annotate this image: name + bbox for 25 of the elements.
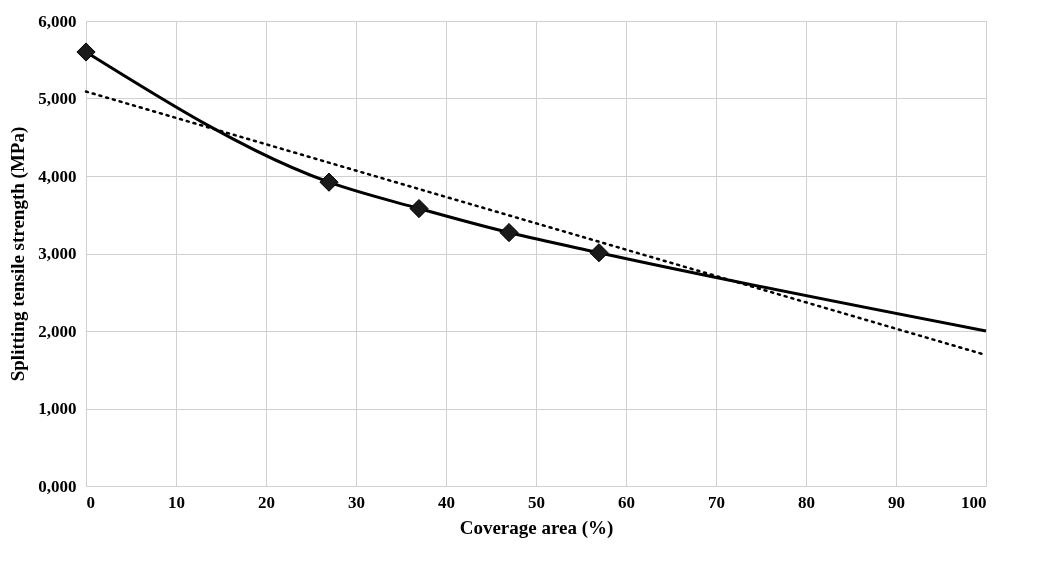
x-tick-label: 20 [258,492,275,512]
x-axis-title: Coverage area (%) [459,516,614,539]
point [499,222,519,243]
x-tick-label: 30 [348,492,365,512]
y-tick-label: 4,000 [38,166,77,186]
y-tick-label: 2,000 [38,321,77,341]
x-tick-label: 60 [618,492,635,512]
x-tick-label: 70 [708,492,725,512]
point [319,172,339,192]
point [409,198,429,219]
x-tick-label: 90 [888,492,905,512]
point [76,42,96,62]
x-tick-label: 40 [438,492,455,512]
x-tick-label: 100 [961,492,987,512]
point [589,243,609,263]
y-tick-label: 1,000 [38,399,77,418]
y-tick-label: 3,000 [38,244,77,263]
y-axis-title: Splitting tensile strength (MPa) [7,126,30,382]
y-tick-label: 6,000 [38,11,77,31]
x-tick-label: 50 [528,492,545,512]
x-tick-label: 10 [168,492,185,512]
x-tick-label: 0 [86,492,95,512]
y-tick-label: 0,000 [38,476,77,496]
y-tick-label: 5,000 [38,89,77,108]
x-tick-label: 80 [798,492,815,512]
